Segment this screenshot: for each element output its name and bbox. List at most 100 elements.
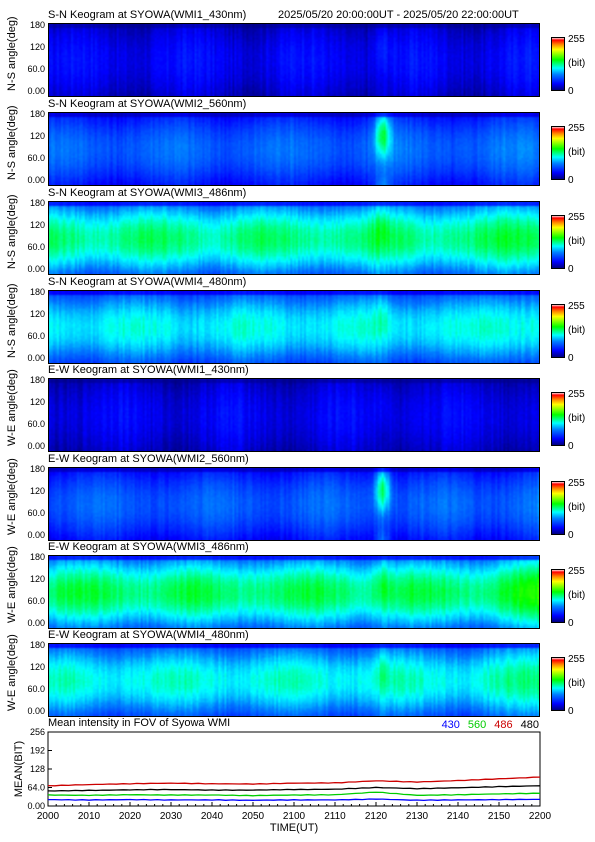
keogram-y-tick: 180: [29, 109, 45, 119]
keogram-title: E-W Keogram at SYOWA(WMI1_430nm): [48, 364, 249, 376]
colorbar: [551, 569, 565, 623]
colorbar-min-label: 0: [568, 706, 574, 717]
keogram-title: E-W Keogram at SYOWA(WMI2_560nm): [48, 453, 249, 465]
legend-entry-480: 480: [520, 719, 539, 731]
keogram-y-tick: 0.00: [27, 618, 45, 628]
y-tick-label: 256: [30, 727, 45, 737]
keogram-y-tick: 60.0: [27, 242, 45, 252]
keogram-image: [48, 201, 540, 275]
colorbar-min-label: 0: [568, 530, 574, 541]
colorbar-max-label: 255: [568, 123, 585, 134]
legend-entry-560: 560: [467, 719, 487, 731]
keogram-y-tick: 0.00: [27, 530, 45, 540]
x-axis-label: TIME(UT): [270, 822, 318, 834]
colorbar: [551, 37, 565, 91]
keogram-y-tick: 120: [29, 309, 45, 319]
keogram-y-tick: 60.0: [27, 153, 45, 163]
colorbar: [551, 392, 565, 446]
x-tick-label: 2000: [37, 811, 60, 822]
colorbar-min-label: 0: [568, 441, 574, 452]
colorbar-min-label: 0: [568, 618, 574, 629]
keogram-y-tick: 180: [29, 640, 45, 650]
keogram-y-tick: 180: [29, 287, 45, 297]
keogram-image: [48, 112, 540, 186]
series-line-480: [47, 785, 541, 792]
keogram-title: S-N Keogram at SYOWA(WMI4_480nm): [48, 276, 247, 288]
keogram-y-tick: 60.0: [27, 419, 45, 429]
keogram-y-tick: 120: [29, 662, 45, 672]
colorbar: [551, 657, 565, 711]
keogram-title: S-N Keogram at SYOWA(WMI2_560nm): [48, 98, 247, 110]
keogram-title: E-W Keogram at SYOWA(WMI4_480nm): [48, 629, 249, 641]
colorbar-max-label: 255: [568, 212, 585, 223]
keogram-y-tick: 0.00: [27, 264, 45, 274]
colorbar-min-label: 0: [568, 353, 574, 364]
plot-frame: [47, 731, 541, 807]
keogram-y-tick: 180: [29, 464, 45, 474]
x-tick-label: 2140: [447, 811, 470, 822]
mean-intensity-title: Mean intensity in FOV of Syowa WMI: [48, 717, 231, 729]
keogram-y-tick: 0.00: [27, 175, 45, 185]
y-tick-label: 192: [30, 746, 45, 756]
series-line-560: [47, 791, 541, 797]
keogram-title: S-N Keogram at SYOWA(WMI3_486nm): [48, 187, 247, 199]
keogram-y-tick: 60.0: [27, 684, 45, 694]
keogram-y-tick: 120: [29, 220, 45, 230]
x-tick-label: 2100: [283, 811, 306, 822]
y-tick-label: 128: [30, 764, 45, 774]
keogram-image: [48, 23, 540, 97]
colorbar-max-label: 255: [568, 389, 585, 400]
colorbar-unit-label: (bit): [568, 413, 586, 424]
series-line-486: [47, 776, 541, 787]
keogram-y-tick: 180: [29, 20, 45, 30]
colorbar: [551, 481, 565, 535]
x-tick-label: 2020: [119, 811, 142, 822]
keogram-y-tick: 180: [29, 375, 45, 385]
keogram-image: [48, 290, 540, 364]
keogram-y-tick: 0.00: [27, 86, 45, 96]
x-tick-label: 2150: [488, 811, 511, 822]
y-axis-label: MEAN(BIT): [13, 741, 25, 797]
colorbar: [551, 304, 565, 358]
keogram-y-tick: 120: [29, 486, 45, 496]
keogram-y-tick: 120: [29, 42, 45, 52]
colorbar-max-label: 255: [568, 301, 585, 312]
y-tick-label: 0.00: [27, 801, 45, 811]
x-tick-label: 2120: [365, 811, 388, 822]
colorbar-unit-label: (bit): [568, 678, 586, 689]
keogram-y-tick: 60.0: [27, 64, 45, 74]
colorbar-max-label: 255: [568, 34, 585, 45]
keogram-image: [48, 378, 540, 452]
x-tick-label: 2040: [201, 811, 224, 822]
x-tick-label: 2110: [324, 811, 346, 822]
keogram-y-tick: 60.0: [27, 596, 45, 606]
keogram-y-tick: 0.00: [27, 706, 45, 716]
x-tick-label: 2130: [406, 811, 429, 822]
colorbar-unit-label: (bit): [568, 502, 586, 513]
keogram-title: S-N Keogram at SYOWA(WMI1_430nm): [48, 9, 247, 21]
time-range-header: 2025/05/20 20:00:00UT - 2025/05/20 22:00…: [278, 9, 519, 21]
keogram-y-tick: 60.0: [27, 331, 45, 341]
colorbar: [551, 126, 565, 180]
keogram-title: E-W Keogram at SYOWA(WMI3_486nm): [48, 541, 249, 553]
keogram-image: [48, 555, 540, 629]
x-tick-label: 2050: [242, 811, 265, 822]
colorbar-unit-label: (bit): [568, 58, 586, 69]
colorbar-unit-label: (bit): [568, 590, 586, 601]
colorbar-unit-label: (bit): [568, 236, 586, 247]
colorbar-min-label: 0: [568, 175, 574, 186]
colorbar-min-label: 0: [568, 86, 574, 97]
keogram-y-tick: 120: [29, 397, 45, 407]
colorbar: [551, 215, 565, 269]
y-tick-label: 64.0: [27, 783, 45, 793]
colorbar-max-label: 255: [568, 478, 585, 489]
colorbar-max-label: 255: [568, 566, 585, 577]
x-tick-label: 2010: [78, 811, 101, 822]
keogram-image: [48, 467, 540, 541]
x-tick-label: 2030: [160, 811, 183, 822]
keogram-y-tick: 120: [29, 574, 45, 584]
legend-entry-486: 486: [494, 719, 513, 731]
series-legend: 430 560 486 480: [434, 719, 539, 731]
keogram-y-tick: 180: [29, 198, 45, 208]
